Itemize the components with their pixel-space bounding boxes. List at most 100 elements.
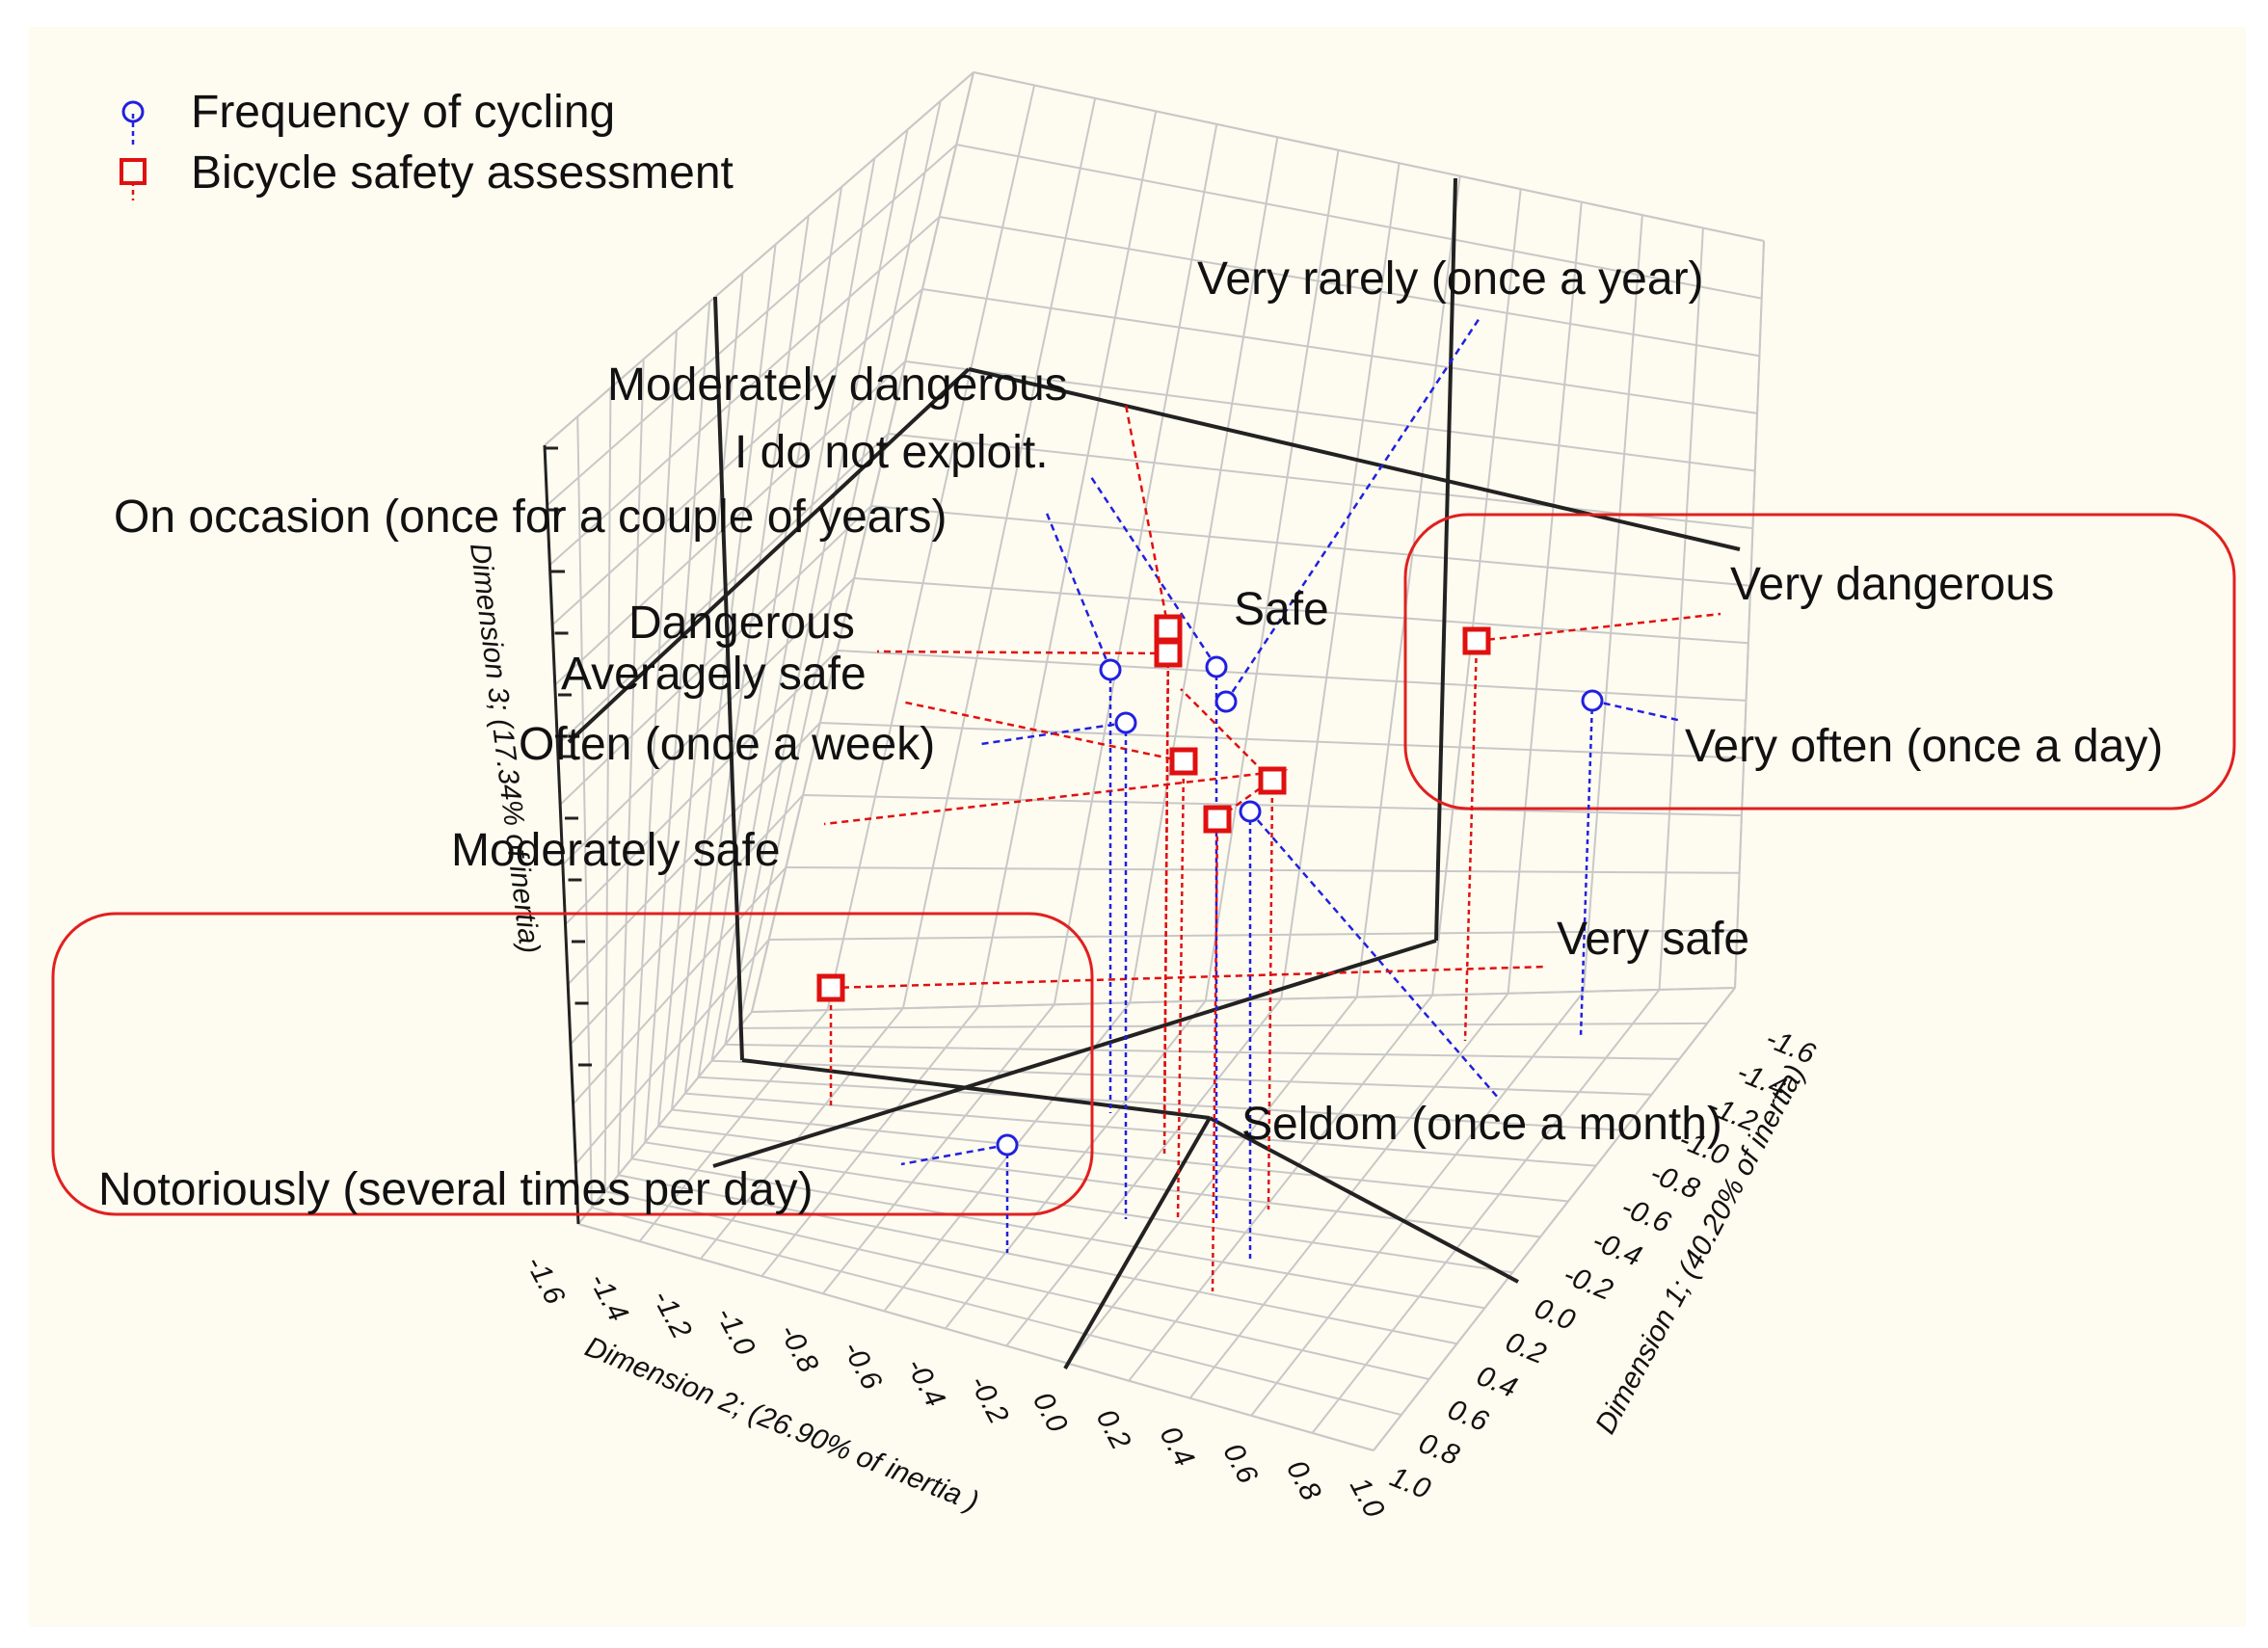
label-connector xyxy=(900,1143,1008,1166)
left-wall-gridline xyxy=(710,158,876,1061)
drop-line xyxy=(1176,760,1186,1220)
left-wall-gridline xyxy=(630,330,678,1159)
box-edge xyxy=(973,71,1765,242)
point-label: Very rarely (once a year) xyxy=(1197,253,1704,305)
left-wall-gridline xyxy=(576,416,593,1209)
point-marker-square xyxy=(1462,626,1491,655)
floor-gridline xyxy=(591,1207,1402,1417)
left-wall-gridline xyxy=(567,722,821,986)
point-marker-circle xyxy=(1239,800,1262,823)
origin-plane-line xyxy=(712,939,1437,1168)
point-marker-square xyxy=(1154,639,1183,668)
origin-plane-line xyxy=(968,367,1741,551)
point-marker-square xyxy=(1203,805,1232,834)
point-label: Safe xyxy=(1234,584,1329,635)
left-wall-gridline xyxy=(603,387,612,1192)
point-marker-circle xyxy=(1099,658,1122,681)
floor-gridline xyxy=(604,1190,1429,1381)
chart-frame xyxy=(543,177,1741,1369)
point-label: Notoriously (several times per day) xyxy=(98,1164,814,1215)
left-wall-gridline xyxy=(562,577,855,865)
floor-gridline xyxy=(822,1003,1055,1294)
point-marker-square xyxy=(1258,766,1287,795)
label-connector xyxy=(1180,688,1273,782)
box-edge xyxy=(544,71,974,446)
left-wall-gridline xyxy=(574,939,770,1165)
right-wall-gridline xyxy=(854,577,1748,645)
left-wall-gridline xyxy=(564,650,839,925)
chart-grid xyxy=(544,71,1765,1451)
left-wall-gridline xyxy=(670,244,777,1110)
drop-line xyxy=(1463,640,1479,1042)
floor-gridline xyxy=(1128,995,1433,1382)
left-wall-gridline xyxy=(547,144,957,506)
data-markers xyxy=(816,614,1604,1156)
left-wall-gridline xyxy=(657,273,744,1127)
left-wall-gridline xyxy=(548,216,941,567)
point-marker-square xyxy=(1154,614,1183,643)
point-label: Moderately dangerous xyxy=(607,359,1068,411)
floor-gridline xyxy=(631,1157,1485,1310)
floor-gridline xyxy=(1188,993,1509,1399)
left-wall-gridline xyxy=(570,794,804,1046)
legend: Frequency of cycling Bicycle safety asse… xyxy=(120,87,734,200)
point-marker-circle xyxy=(1114,711,1137,734)
floor-gridline xyxy=(725,1043,1680,1060)
floor-gridline xyxy=(618,1174,1457,1345)
right-wall-gridline xyxy=(870,505,1751,587)
floor-gridline xyxy=(760,1005,980,1277)
right-wall-gridline xyxy=(1204,149,1340,1001)
right-wall-gridline xyxy=(921,288,1758,414)
left-wall-gridline xyxy=(724,129,909,1046)
point-label: Moderately safe xyxy=(451,825,781,876)
floor-gridline xyxy=(657,1125,1541,1238)
chart-background xyxy=(29,27,2246,1627)
right-wall-gridline xyxy=(956,144,1762,300)
right-wall-gridline xyxy=(768,929,1738,941)
point-marker-circle xyxy=(1205,655,1228,678)
floor-gridline xyxy=(1250,991,1585,1417)
right-wall-gridline xyxy=(826,85,1036,1011)
left-wall-gridline xyxy=(577,1011,753,1225)
legend-marker-square xyxy=(120,158,147,200)
highlight-box-left xyxy=(51,912,1094,1216)
right-wall-gridline xyxy=(803,794,1742,817)
box-edge xyxy=(1373,987,1736,1451)
right-wall-gridline xyxy=(1658,227,1704,990)
right-wall-gridline xyxy=(888,433,1753,530)
right-wall-gridline xyxy=(1431,189,1522,996)
left-wall-gridline xyxy=(554,360,906,686)
left-wall-gridline xyxy=(572,866,787,1105)
left-wall-gridline xyxy=(683,215,810,1094)
box-edge xyxy=(1734,240,1765,989)
legend-label-frequency: Frequency of cycling xyxy=(191,87,615,138)
floor-gridline xyxy=(684,1092,1596,1167)
right-wall-gridline xyxy=(1053,123,1218,1005)
label-connector xyxy=(1591,699,1683,723)
origin-plane-line xyxy=(741,1058,1211,1120)
left-wall-gridline xyxy=(556,433,890,746)
point-label: I do not exploit. xyxy=(734,427,1049,478)
drop-line xyxy=(1211,818,1219,1292)
right-wall-gridline xyxy=(1583,215,1643,992)
point-label: Averagely safe xyxy=(561,649,867,700)
right-wall-gridline xyxy=(905,360,1755,472)
highlight-box-right xyxy=(1403,513,2236,811)
left-wall-gridline xyxy=(737,100,942,1029)
label-connector xyxy=(900,700,1185,763)
point-marker-circle xyxy=(1214,690,1238,713)
right-wall-gridline xyxy=(819,722,1745,759)
drop-line xyxy=(1267,780,1274,1210)
floor-gridline xyxy=(698,1076,1624,1131)
floor-gridline xyxy=(638,1009,829,1242)
floor-gridline xyxy=(700,1007,904,1260)
floor-gridline xyxy=(1311,989,1661,1434)
floor-gridline xyxy=(944,999,1207,1330)
right-wall-gridline xyxy=(1507,201,1583,994)
point-label: Dangerous xyxy=(628,598,855,649)
point-label: Seldom (once a month) xyxy=(1241,1099,1722,1150)
floor-gridline xyxy=(738,1022,1708,1029)
origin-plane-line xyxy=(713,296,744,1061)
right-wall-gridline xyxy=(1129,137,1279,1003)
